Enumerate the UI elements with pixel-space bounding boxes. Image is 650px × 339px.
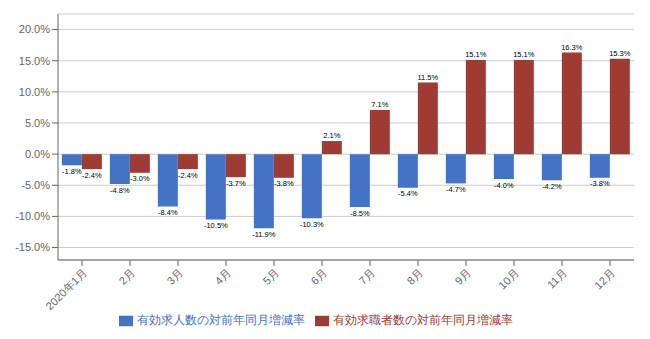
- svg-text:12月: 12月: [592, 266, 617, 291]
- svg-text:6月: 6月: [308, 266, 329, 287]
- svg-text:-10.5%: -10.5%: [204, 221, 228, 230]
- svg-text:2月: 2月: [116, 266, 137, 287]
- svg-text:-2.4%: -2.4%: [82, 171, 102, 180]
- svg-text:4月: 4月: [212, 266, 233, 287]
- svg-text:-1.8%: -1.8%: [62, 167, 82, 176]
- svg-text:-4.0%: -4.0%: [494, 181, 514, 190]
- svg-text:15.0%: 15.0%: [19, 55, 50, 67]
- svg-text:15.3%: 15.3%: [609, 49, 631, 58]
- svg-text:-10.3%: -10.3%: [300, 220, 324, 229]
- svg-text:-4.8%: -4.8%: [110, 186, 130, 195]
- svg-text:-11.9%: -11.9%: [252, 230, 276, 239]
- svg-text:-3.8%: -3.8%: [590, 179, 610, 188]
- svg-text:11月: 11月: [545, 266, 569, 290]
- svg-text:-10.0%: -10.0%: [15, 210, 50, 222]
- svg-text:-15.0%: -15.0%: [15, 241, 50, 253]
- html-text:有効求人数の対前年同月増減率: 有効求人数の対前年同月増減率: [137, 313, 305, 327]
- svg-text:-2.4%: -2.4%: [178, 171, 198, 180]
- svg-text:16.3%: 16.3%: [561, 43, 583, 52]
- svg-text:9月: 9月: [452, 266, 473, 287]
- svg-text:15.1%: 15.1%: [513, 50, 535, 59]
- svg-text:2020年1月: 2020年1月: [43, 266, 89, 312]
- svg-text:5.0%: 5.0%: [25, 117, 50, 129]
- svg-text:-3.7%: -3.7%: [226, 179, 246, 188]
- svg-text:15.1%: 15.1%: [465, 50, 487, 59]
- svg-text:-8.4%: -8.4%: [158, 208, 178, 217]
- svg-text:-4.7%: -4.7%: [446, 185, 466, 194]
- svg-text:11.5%: 11.5%: [417, 73, 438, 82]
- svg-text:-5.4%: -5.4%: [398, 189, 418, 198]
- svg-text:5月: 5月: [260, 266, 281, 287]
- svg-text:10月: 10月: [496, 266, 521, 291]
- svg-text:0.0%: 0.0%: [25, 148, 50, 160]
- svg-text:-3.8%: -3.8%: [274, 179, 294, 188]
- svg-text:3月: 3月: [164, 266, 185, 287]
- svg-text:-4.2%: -4.2%: [542, 182, 562, 191]
- svg-text:20.0%: 20.0%: [19, 23, 50, 35]
- svg-text:-5.0%: -5.0%: [21, 179, 50, 191]
- svg-text:10.0%: 10.0%: [19, 86, 50, 98]
- svg-text:2.1%: 2.1%: [323, 131, 340, 140]
- svg-text:7.1%: 7.1%: [371, 100, 388, 109]
- svg-text:-8.5%: -8.5%: [350, 209, 370, 218]
- svg-text:7月: 7月: [356, 266, 377, 287]
- html-text:有効求職者数の対前年同月増減率: 有効求職者数の対前年同月増減率: [333, 313, 513, 327]
- svg-text:8月: 8月: [404, 266, 425, 287]
- svg-text:-3.0%: -3.0%: [130, 174, 150, 183]
